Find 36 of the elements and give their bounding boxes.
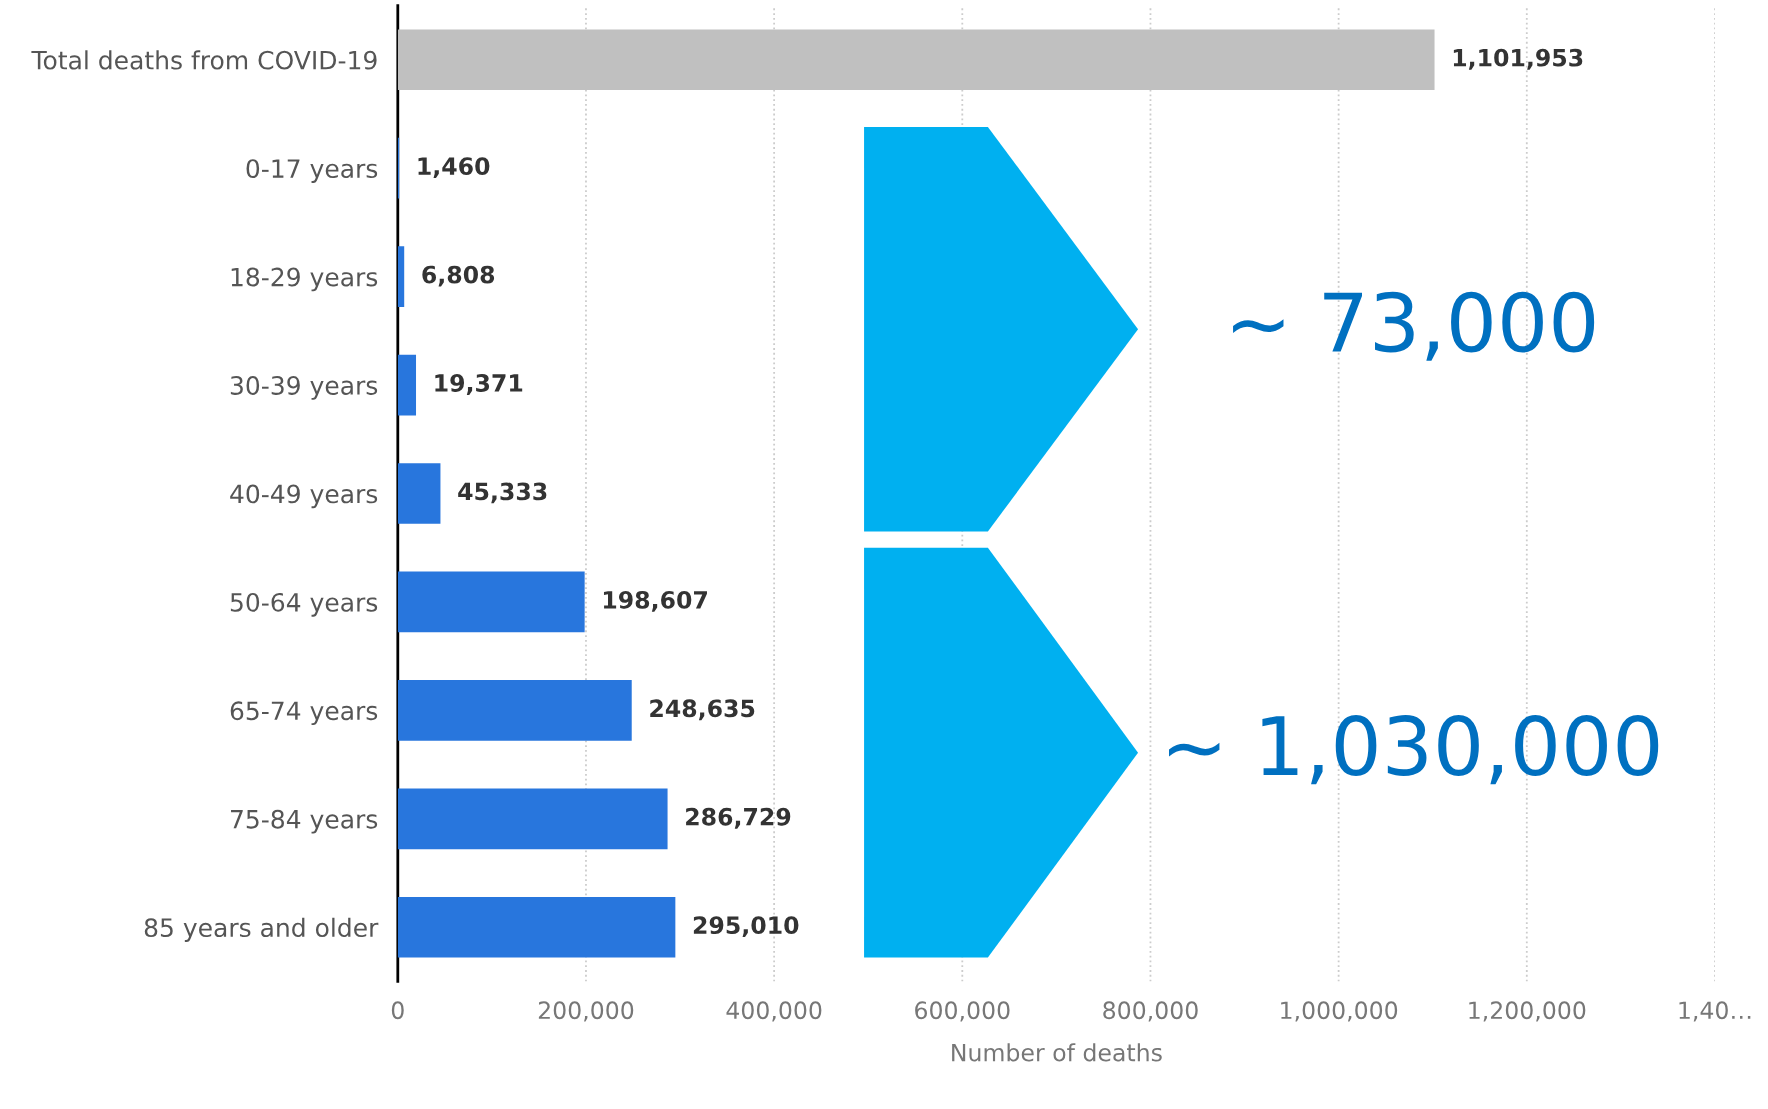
data-label: 1,460 bbox=[418, 157, 490, 179]
bar bbox=[397, 571, 585, 633]
x-tick-label: 800,000 bbox=[1103, 1001, 1198, 1022]
data-label: 248,635 bbox=[650, 699, 755, 721]
x-tick-label: 600,000 bbox=[915, 1001, 1010, 1022]
x-tick-label: 200,000 bbox=[538, 1001, 634, 1022]
data-label: 19,371 bbox=[435, 374, 523, 395]
y-tick-label: 18-29 years bbox=[231, 267, 378, 292]
annotation: ~ 1,030,000 bbox=[1169, 715, 1659, 785]
y-tick-label: 50-64 years bbox=[230, 592, 378, 617]
y-tick-label: 85 years and older bbox=[144, 917, 379, 942]
x-tick-label: 1,000,000 bbox=[1281, 1001, 1398, 1022]
bar bbox=[397, 788, 668, 850]
data-label: 286,729 bbox=[686, 807, 791, 829]
data-label: 6,808 bbox=[422, 265, 495, 287]
y-tick-label: Total deaths from COVID-19 bbox=[31, 50, 377, 70]
annotation: ~ 73,000 bbox=[1233, 291, 1595, 361]
x-tick-label: 0 bbox=[391, 1001, 404, 1020]
bar bbox=[397, 246, 405, 307]
x-tick-label: 1,40… bbox=[1679, 1001, 1751, 1022]
bar bbox=[397, 680, 632, 741]
data-label: 198,607 bbox=[603, 590, 707, 612]
y-tick-label: 65-74 years bbox=[230, 701, 378, 726]
y-tick-label: 40-49 years bbox=[230, 484, 378, 509]
data-label: 295,010 bbox=[693, 916, 799, 938]
y-tick-label: 0-17 years bbox=[246, 159, 378, 183]
y-tick-label: 75-84 years bbox=[231, 809, 378, 834]
x-tick-label: 400,000 bbox=[726, 1001, 822, 1022]
x-axis-title: Number of deaths bbox=[952, 1043, 1162, 1062]
bar bbox=[397, 354, 417, 416]
data-label: 45,333 bbox=[458, 482, 547, 504]
bar bbox=[397, 896, 676, 958]
y-tick-label: 30-39 years bbox=[230, 376, 378, 400]
bar bbox=[397, 463, 441, 524]
x-tick-label: 1,200,000 bbox=[1469, 1001, 1586, 1022]
data-label: 1,101,953 bbox=[1453, 48, 1583, 70]
